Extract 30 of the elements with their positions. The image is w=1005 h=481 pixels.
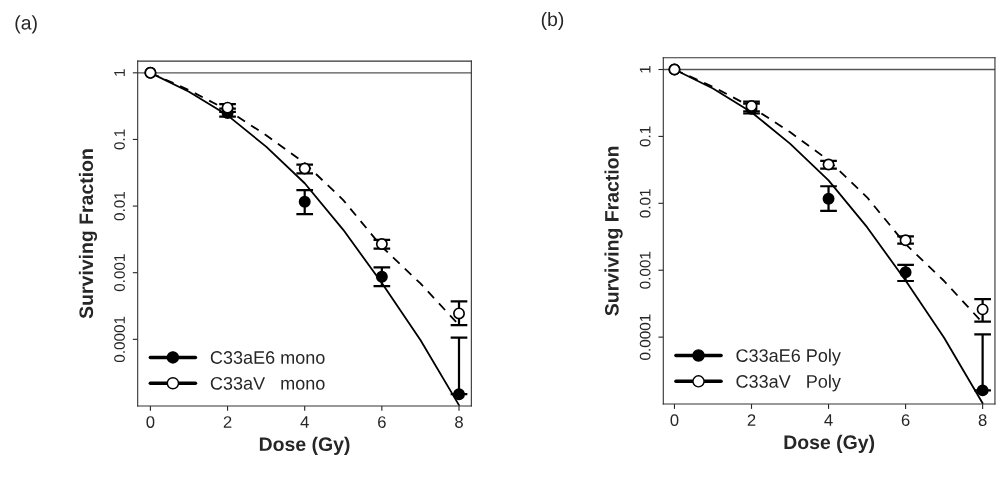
x-tick-label: 2 <box>223 416 232 428</box>
legend-label: C33aE6 Poly <box>736 348 841 366</box>
y-tick-label: 0.1 <box>114 129 125 150</box>
x-tick-label: 4 <box>824 414 833 426</box>
y-tick-label: 0.01 <box>639 189 651 218</box>
x-tick-label: 0 <box>146 416 155 428</box>
y-tick-label: 1 <box>114 69 125 76</box>
x-tick-label: 0 <box>670 414 679 426</box>
y-tick-label: 0.01 <box>114 191 125 221</box>
x-tick-label: 6 <box>378 416 386 428</box>
y-tick-label: 0.0001 <box>639 314 651 360</box>
y-tick-label: 0.0001 <box>114 316 125 363</box>
chart-title: (b) <box>541 11 564 31</box>
legend-label: C33aV Poly <box>736 374 841 392</box>
x-axis-title: Dose (Gy) <box>259 436 350 455</box>
y-tick-label: 1 <box>639 66 651 73</box>
y-axis-title: Surviving Fraction <box>604 146 623 316</box>
x-tick-label: 8 <box>455 416 463 428</box>
y-axis-title: Surviving Fraction <box>78 149 98 319</box>
x-tick-label: 2 <box>747 414 756 426</box>
y-tick-label: 0.001 <box>639 251 651 289</box>
y-tick-label: 0.1 <box>639 126 651 147</box>
x-tick-label: 4 <box>300 416 309 428</box>
legend-label: C33aV mono <box>210 376 325 390</box>
y-tick-label: 0.001 <box>114 254 125 292</box>
x-tick-label: 6 <box>901 414 910 426</box>
x-tick-label: 8 <box>978 414 987 426</box>
legend-label: C33aE6 mono <box>210 351 325 364</box>
x-axis-title: Dose (Gy) <box>784 434 875 453</box>
chart-title: (a) <box>15 15 37 34</box>
